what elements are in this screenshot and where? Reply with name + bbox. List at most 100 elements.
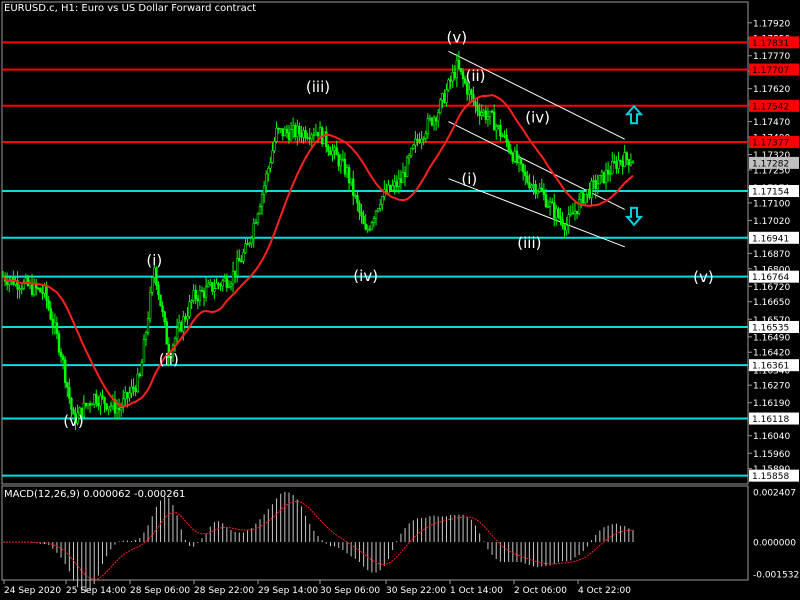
candle-body [217,283,220,286]
candle-body [93,393,96,405]
candle-body [43,285,46,294]
candle-body [163,311,166,322]
candle-body [391,185,394,191]
candle-body [76,412,79,424]
time-tick-label: 29 Sep 14:00 [258,586,318,596]
candle-body [82,402,86,418]
price-tick-label: 1.17100 [753,199,790,209]
wave-label: (i) [146,251,162,269]
candle-body [287,132,291,141]
price-tick-label: 1.17620 [753,85,790,95]
channel-line [448,178,625,248]
candle-body [381,196,384,206]
candle-body [519,158,523,165]
candle-body [497,125,500,127]
support-price-tag-bg [749,412,799,425]
resistance-price-tag: 1.17542 [752,102,789,112]
candle-body [175,327,179,339]
time-tick-label: 28 Sep 06:00 [130,586,190,596]
candle-body [544,194,548,208]
candle-body [577,198,581,214]
candle-body [418,139,421,143]
price-tick-label: 1.17470 [753,118,790,128]
candle-body [252,222,255,239]
candle-body [407,155,411,159]
candle-body [169,354,173,359]
candle-body [387,184,390,194]
candle-body [41,291,44,294]
wave-label: (iv) [353,267,378,285]
candle-body [223,278,226,282]
candle-body [225,278,229,288]
support-price-tag: 1.16941 [752,234,789,244]
price-tick-label: 1.17320 [753,151,790,161]
chart-title: EURUSD.c, H1: Euro vs US Dollar Forward … [4,3,257,14]
price-tick-label: 1.16650 [753,298,790,308]
candle-body [45,285,48,301]
time-tick-label: 25 Sep 14:00 [66,586,126,596]
candle-body [393,181,396,187]
candle-body [439,99,442,114]
candle-body [300,133,303,138]
candle-body [229,283,233,287]
candle-body [470,89,473,95]
resistance-price-tag-bg [749,63,799,76]
candle-body [437,112,440,122]
candle-body [196,298,200,302]
support-price-tag-bg [749,270,799,283]
support-price-tag: 1.17154 [752,188,789,198]
candle-body [206,283,210,288]
candle-body [505,134,508,143]
candle-body [233,270,237,276]
candle-body [267,167,270,175]
price-tick-label: 1.16190 [753,399,790,409]
candle-body [39,287,42,293]
candle-body [157,284,160,296]
current-price-tag: 1.17282 [752,159,789,169]
candle-body [613,160,616,163]
horizontal-levels[interactable] [2,41,748,477]
macd-panel-frame [1,485,749,581]
candle-body [61,356,65,361]
price-tick-label: 1.16490 [753,333,790,343]
candle-body [559,216,562,220]
arrows[interactable] [624,104,644,227]
candle-body [109,405,112,408]
candle-body [215,283,218,289]
candle-body [277,127,280,130]
candle-body [374,210,378,219]
macd-signal-line [3,500,634,580]
candle-body [95,393,98,404]
candle-body [165,321,168,345]
resistance-price-tag: 1.17831 [752,39,789,49]
time-tick-label: 28 Sep 22:00 [194,586,254,596]
candle-body [432,117,436,126]
candle-body [492,111,496,131]
macd-tick-label: 0.002407 [753,489,796,499]
price-tick-label: 1.16800 [753,265,790,275]
candle-body [271,150,274,164]
price-tick-label: 1.17920 [753,19,790,29]
candle-body [337,154,340,167]
candle-body [538,187,541,192]
candle-body [254,222,258,224]
candle-body [20,288,23,290]
channel-line [448,121,625,210]
time-tick-label: 4 Oct 22:00 [578,586,631,596]
candle-body [463,78,467,84]
candle-body [528,182,531,189]
candle-body [221,280,224,287]
candle-body [308,137,311,140]
candle-body [298,126,301,134]
candle-body [598,175,602,185]
candle-body [592,180,595,182]
candle-body [604,169,608,183]
candle-body [312,134,316,137]
candle-body [420,138,423,143]
candle-body [105,403,108,410]
candle-body [26,277,30,286]
candle-body [159,294,162,307]
candle-body [333,147,336,151]
candle-body [631,161,635,164]
